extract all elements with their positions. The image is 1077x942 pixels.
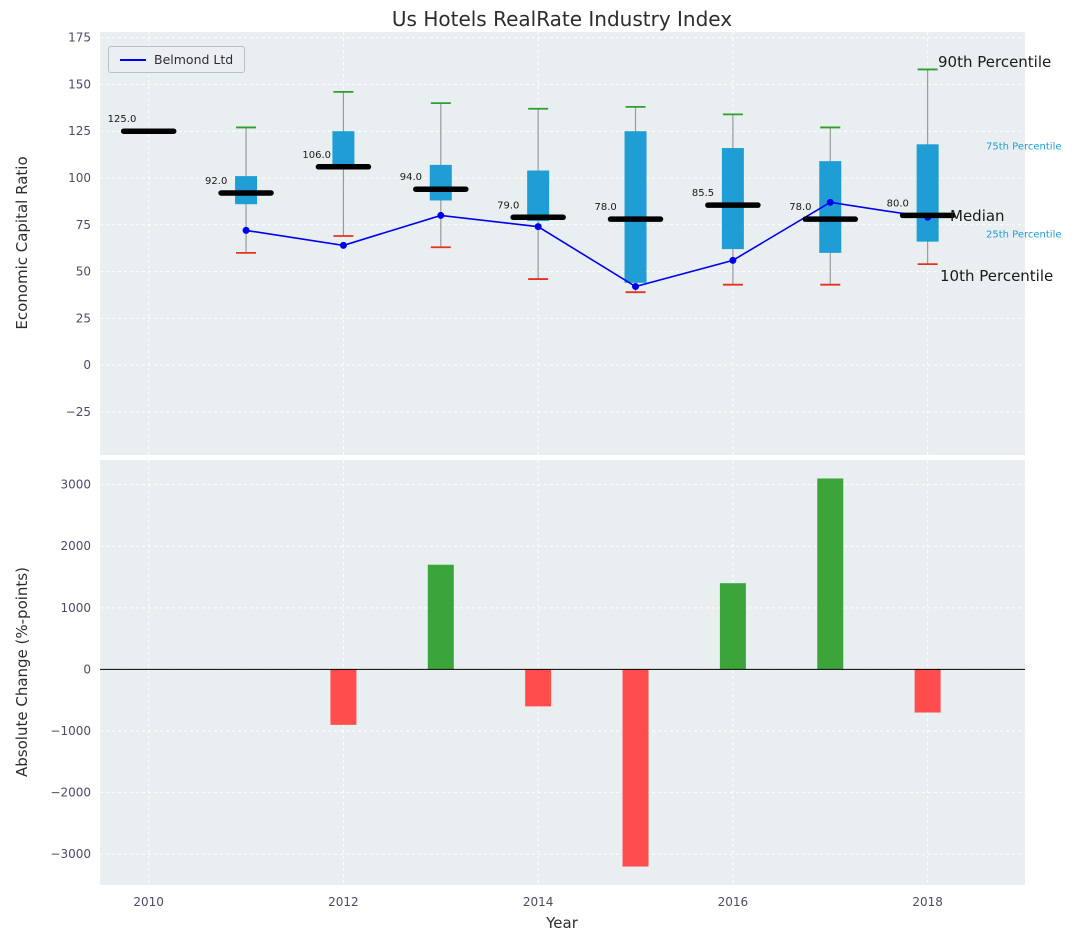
legend: Belmond Ltd <box>108 46 246 73</box>
legend-label: Belmond Ltd <box>154 52 234 67</box>
svg-text:125.0: 125.0 <box>108 114 137 125</box>
svg-text:94.0: 94.0 <box>400 172 422 183</box>
svg-text:50: 50 <box>76 265 91 279</box>
svg-text:25: 25 <box>76 311 91 325</box>
svg-text:78.0: 78.0 <box>595 202 617 213</box>
svg-text:78.0: 78.0 <box>789 202 811 213</box>
svg-text:1000: 1000 <box>60 601 91 615</box>
svg-text:175: 175 <box>68 31 91 45</box>
svg-text:2010: 2010 <box>133 895 164 909</box>
svg-text:92.0: 92.0 <box>205 176 227 187</box>
svg-text:2014: 2014 <box>523 895 554 909</box>
annotation-median: Median <box>950 207 1005 225</box>
svg-text:79.0: 79.0 <box>497 200 519 211</box>
svg-text:0: 0 <box>83 358 91 372</box>
x-axis-label: Year <box>546 914 578 932</box>
svg-text:−3000: −3000 <box>50 847 91 861</box>
svg-text:0: 0 <box>83 662 91 676</box>
annotation-75th-percentile: 75th Percentile <box>986 141 1062 153</box>
y-axis-label-bottom: Absolute Change (%-points) <box>13 567 31 777</box>
y-axis-label-top: Economic Capital Ratio <box>13 156 31 330</box>
svg-text:2000: 2000 <box>60 539 91 553</box>
svg-text:100: 100 <box>68 171 91 185</box>
svg-text:3000: 3000 <box>60 478 91 492</box>
svg-text:106.0: 106.0 <box>302 150 331 161</box>
svg-text:−2000: −2000 <box>50 786 91 800</box>
svg-text:125: 125 <box>68 124 91 138</box>
chart-title: Us Hotels RealRate Industry Index <box>391 7 733 31</box>
annotation-25th-percentile: 25th Percentile <box>986 229 1062 241</box>
svg-text:−1000: −1000 <box>50 724 91 738</box>
annotation-90th-percentile: 90th Percentile <box>938 53 1052 71</box>
svg-text:85.5: 85.5 <box>692 188 714 199</box>
svg-text:150: 150 <box>68 77 91 91</box>
legend-line-sample-icon <box>120 58 146 61</box>
annotation-10th-percentile: 10th Percentile <box>940 267 1054 285</box>
svg-text:2016: 2016 <box>718 895 749 909</box>
svg-text:75: 75 <box>76 218 91 232</box>
svg-text:2018: 2018 <box>912 895 943 909</box>
svg-text:−25: −25 <box>66 405 91 419</box>
svg-text:80.0: 80.0 <box>887 198 909 209</box>
svg-text:2012: 2012 <box>328 895 359 909</box>
